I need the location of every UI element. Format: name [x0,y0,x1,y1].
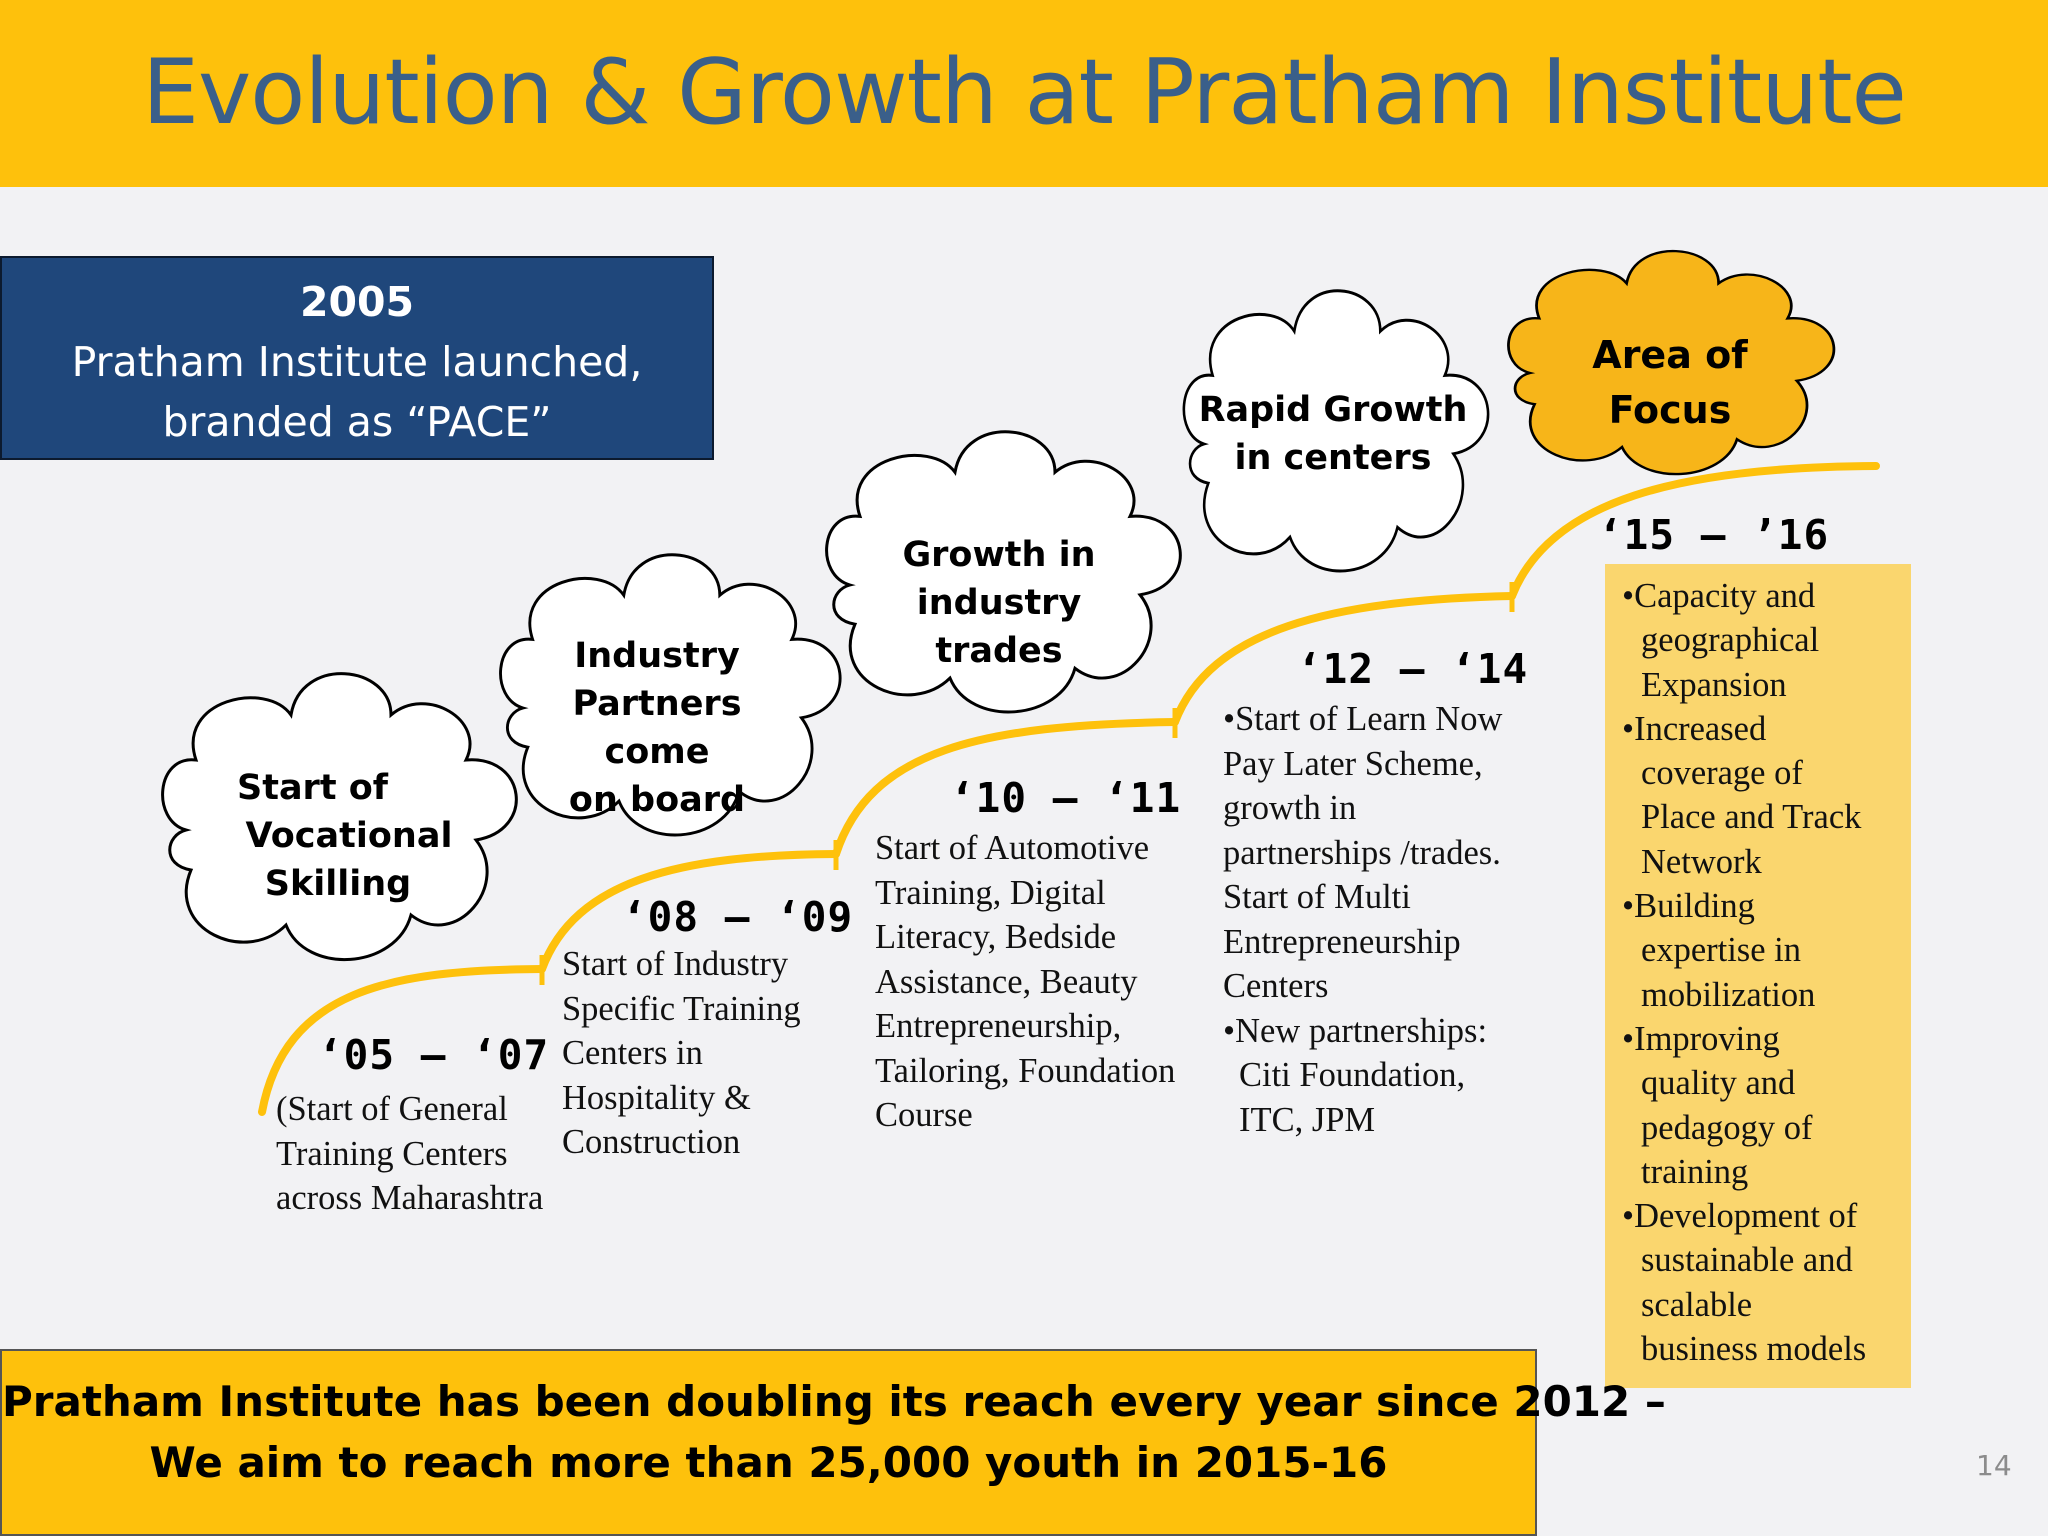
focus-list: •Capacity and geographical Expansion •In… [1622,574,1912,1371]
desc-10-11-line: Tailoring, Foundation [875,1051,1176,1090]
cloud-2-label: Industry Partners come on board [517,632,797,824]
cloud-2-line-2: Partners come [572,684,742,772]
desc-12-14-line: growth in [1223,789,1357,827]
timeline-arc-2 [538,850,840,973]
desc-10-11-line: Training, Digital [875,873,1106,912]
focus-line: coverage of [1641,754,1803,793]
period-12-14: ‘12 – ‘14 [1297,645,1529,693]
desc-12-14-line: ITC, JPM [1239,1100,1376,1139]
cloud-4-line-2: in centers [1234,438,1432,478]
title-banner [0,0,2048,187]
focus-line: •Increased [1622,709,1767,748]
focus-line: scalable [1641,1285,1753,1324]
cloud-2-line-1: Industry [574,636,740,676]
cloud-5-label: Area of Focus [1550,328,1790,438]
focus-line: sustainable and [1641,1241,1853,1280]
desc-08-09-line: Construction [562,1123,741,1161]
launch-box: 2005 Pratham Institute launched, branded… [0,256,714,460]
desc-12-14-line: Citi Foundation, [1239,1056,1466,1094]
cloud-shape-1 [161,672,518,962]
focus-line: pedagogy of [1641,1108,1813,1147]
cloud-3-label: Growth in industry trades [849,531,1149,675]
focus-line: Network [1641,842,1762,881]
cloud-3-line-2: industry trades [916,583,1082,671]
focus-line: quality and [1641,1064,1796,1103]
desc-10-11-line: Course [875,1096,973,1134]
timeline-arc [258,462,1880,1116]
focus-line: business models [1641,1330,1867,1369]
cloud-shape-3 [825,430,1182,714]
desc-12-14-line: partnerships /trades. [1223,833,1501,872]
period-10-11: ‘10 – ‘11 [950,774,1182,822]
desc-12-14-line: Start of Multi [1223,878,1411,916]
page-number: 14 [1976,1449,2012,1482]
launch-year: 2005 [299,278,415,326]
focus-line: expertise in [1641,931,1801,970]
period-15-16: ‘15 – ’16 [1598,511,1830,559]
desc-12-14-line: Centers [1223,967,1329,1005]
focus-box [1605,564,1911,1388]
focus-line: training [1641,1152,1749,1191]
desc-10-11-line: Entrepreneurship, [875,1007,1122,1045]
focus-line: •Capacity and [1622,577,1816,615]
desc-05-07-line: Training Centers [276,1134,508,1173]
desc-05-07-line: across Maharashtra [276,1179,544,1217]
desc-08-09-line: Specific Training [562,989,801,1028]
launch-line-2: branded as “PACE” [162,398,552,446]
focus-line: mobilization [1641,975,1816,1014]
desc-10-11-line: Literacy, Bedside [875,918,1117,956]
cloud-5-line-1: Area of [1592,333,1748,377]
cloud-4-label: Rapid Growth in centers [1198,386,1468,482]
cloud-2-line-3: on board [568,780,746,820]
desc-12-14-line: Pay Later Scheme, [1223,744,1483,783]
bottom-line-2: We aim to reach more than 25,000 youth i… [149,1438,1388,1487]
timeline-arc-5 [1508,462,1880,600]
desc-05-07-line: (Start of General [276,1090,508,1128]
focus-line: •Improving [1622,1019,1780,1058]
period-05-07: ‘05 – ‘07 [318,1031,550,1079]
timeline-arc-3 [832,718,1179,858]
cloud-1-line-2: Vocational [245,816,453,856]
cloud-4-line-1: Rapid Growth [1198,390,1468,430]
launch-line-1: Pratham Institute launched, [71,338,643,386]
focus-line: •Building [1622,887,1755,926]
desc-10-11-line: Start of Automotive [875,829,1150,867]
timeline-ticks [539,582,1515,985]
desc-08-09: Start of Industry Specific Training Cent… [562,942,801,1165]
desc-12-14-line: •New partnerships: [1223,1011,1488,1050]
cloud-shape-4 [1182,289,1490,573]
cloud-3-line-1: Growth in [902,535,1096,575]
bottom-statement: Pratham Institute has been doubling its … [0,1349,1666,1536]
desc-12-14: •Start of Learn Now Pay Later Scheme, gr… [1223,697,1502,1142]
desc-05-07: (Start of General Training Centers acros… [276,1087,543,1221]
focus-line: •Development of [1622,1197,1858,1236]
cloud-1-line-1: Start of [237,768,389,808]
focus-line: Expansion [1641,665,1787,704]
cloud-shape-5 [1507,249,1836,476]
cloud-1-line-3: Skilling [264,864,412,904]
desc-12-14-line: •Start of Learn Now [1223,700,1503,738]
timeline-arc-1 [258,965,546,1116]
cloud-1-label: Start of Vocational Skilling [218,764,458,908]
focus-line: Place and Track [1641,798,1862,837]
bottom-line-1: Pratham Institute has been doubling its … [2,1377,1666,1426]
cloud-shape-2 [499,553,842,837]
desc-12-14-line: Entrepreneurship [1223,922,1461,961]
page-title: Evolution & Growth at Pratham Institute [142,40,1907,145]
desc-10-11-line: Assistance, Beauty [875,962,1138,1001]
cloud-5-line-2: Focus [1608,388,1732,432]
desc-08-09-line: Hospitality & [562,1078,751,1117]
desc-08-09-line: Centers in [562,1034,703,1072]
desc-10-11: Start of Automotive Training, Digital Li… [875,826,1175,1138]
period-08-09: ‘08 – ‘09 [622,893,854,941]
desc-08-09-line: Start of Industry [562,945,789,983]
timeline-arc-4 [1171,592,1516,726]
focus-line: geographical [1641,621,1820,660]
